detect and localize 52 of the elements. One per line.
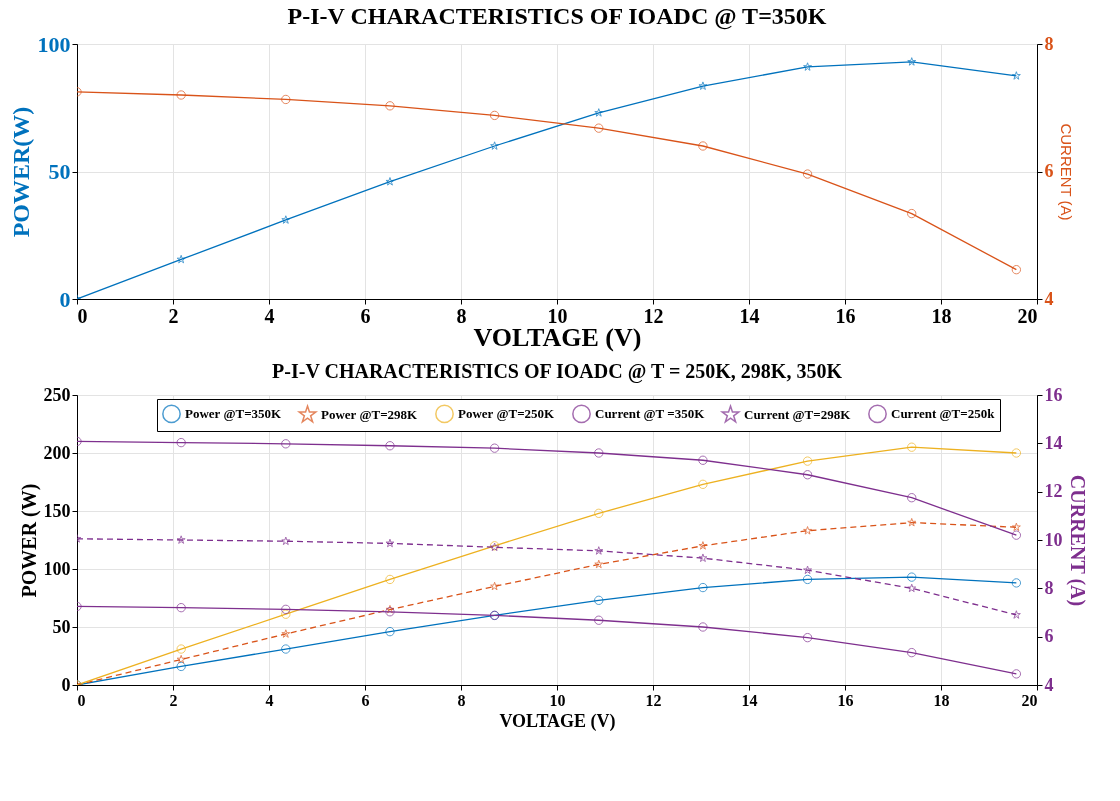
y2-tick-label: 6 <box>1044 161 1054 181</box>
y2-tick-label: 16 <box>1044 384 1063 405</box>
legend-label: Power @T=250K <box>458 405 556 421</box>
y-axis-title: POWER (W) <box>17 483 41 598</box>
x-tick-label: 16 <box>835 304 856 327</box>
legend-label: Power @T=298K <box>321 406 419 422</box>
x-tick-label: 20 <box>1017 304 1038 327</box>
y2-tick-label: 8 <box>1044 577 1054 598</box>
y2-tick-label: 8 <box>1044 33 1054 54</box>
x-tick-label: 8 <box>456 304 467 327</box>
x-tick-label: 4 <box>265 691 274 709</box>
chart-title: P-I-V CHARACTERISTICS OF IOADC @ T=350K <box>287 3 827 30</box>
y-tick-label: 200 <box>43 442 71 463</box>
x-tick-label: 6 <box>361 691 370 709</box>
y2-axis-title: CURRENT (A) <box>1057 123 1075 221</box>
x-tick-label: 16 <box>837 691 854 709</box>
x-tick-label: 8 <box>457 691 466 709</box>
x-tick-label: 14 <box>739 304 760 327</box>
legend-label: Current @T=250k <box>891 405 996 421</box>
y-tick-label: 50 <box>52 616 71 637</box>
x-tick-label: 20 <box>1021 691 1038 709</box>
x-tick-label: 18 <box>931 304 952 327</box>
x-tick-label: 14 <box>741 691 758 709</box>
y2-tick-label: 12 <box>1044 481 1063 502</box>
y-tick-label: 100 <box>37 31 71 57</box>
x-tick-label: 6 <box>360 304 371 327</box>
y-tick-label: 100 <box>43 558 71 579</box>
x-tick-label: 0 <box>77 304 88 327</box>
y-tick-label: 250 <box>43 384 71 405</box>
x-tick-label: 4 <box>264 304 275 327</box>
y-axis-title: POWER(W) <box>7 106 34 238</box>
legend-label: Current @T=298K <box>744 406 852 422</box>
x-axis-title: VOLTAGE (V) <box>499 710 616 732</box>
x-tick-label: 12 <box>645 691 662 709</box>
x-tick-label: 12 <box>643 304 664 327</box>
legend-label: Current @T =350K <box>595 405 706 421</box>
y2-tick-label: 6 <box>1044 626 1054 647</box>
y2-tick-label: 10 <box>1044 529 1063 550</box>
x-tick-label: 2 <box>169 691 178 709</box>
y-tick-label: 150 <box>43 500 71 521</box>
x-tick-label: 2 <box>168 304 179 327</box>
y-tick-label: 50 <box>48 159 71 184</box>
y2-tick-label: 4 <box>1044 288 1054 309</box>
y2-axis-title: CURRENT (A) <box>1065 474 1089 607</box>
x-tick-label: 18 <box>933 691 950 709</box>
y-tick-label: 0 <box>61 674 71 695</box>
legend-label: Power @T=350K <box>185 405 283 421</box>
chart-title: P-I-V CHARACTERISTICS OF IOADC @ T = 250K, 298K, 350K <box>272 360 843 383</box>
x-tick-label: 10 <box>549 691 566 709</box>
x-tick-label: 0 <box>77 691 86 709</box>
y2-tick-label: 14 <box>1044 432 1063 453</box>
y2-tick-label: 4 <box>1044 674 1054 695</box>
